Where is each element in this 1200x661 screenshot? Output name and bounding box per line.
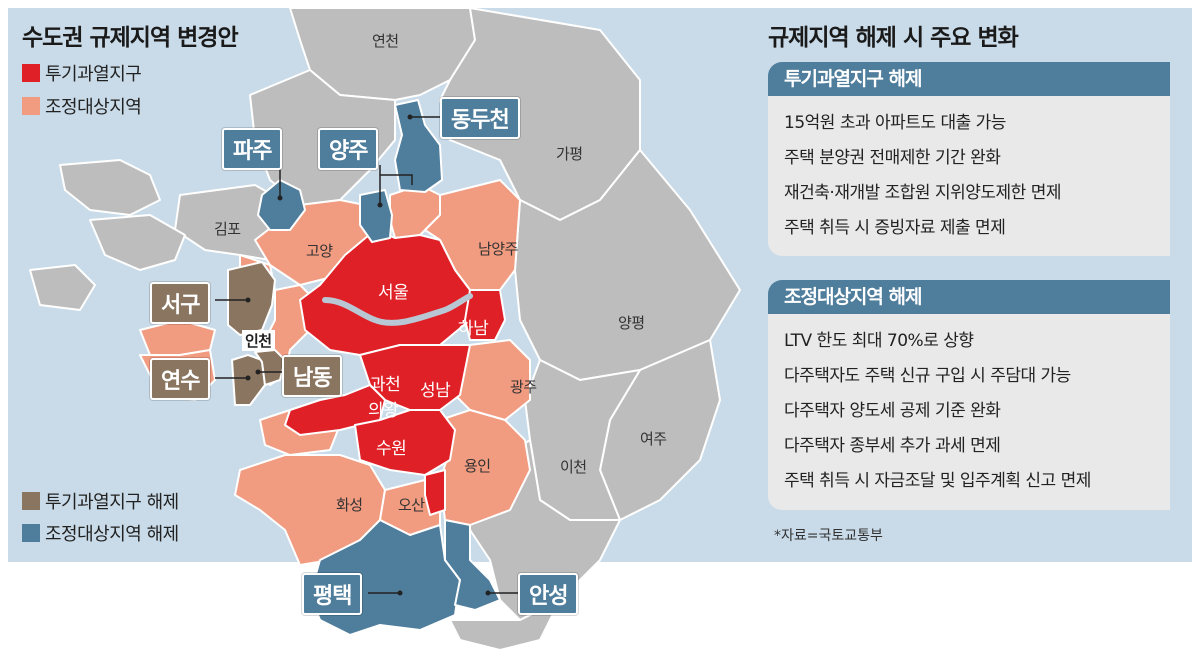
label-suwon: 수원 xyxy=(376,439,407,459)
legend-speculative-lifted-swatch xyxy=(22,492,40,510)
boxed-label-pyeongtaek: 평택 xyxy=(302,573,363,615)
section-item: 15억원 초과 아파트도 대출 가능 xyxy=(784,113,1006,133)
region-incheon-south xyxy=(139,319,216,356)
label-namyangju: 남양주 xyxy=(478,240,518,258)
section-item: 다주택자도 주택 신규 구입 시 주담대 가능 xyxy=(784,366,1071,386)
legend-adjustment-swatch xyxy=(22,97,40,115)
label-yangpyeong: 양평 xyxy=(618,314,645,332)
boxed-label-yangju: 양주 xyxy=(318,128,379,170)
boxed-label-dongducheon: 동두천 xyxy=(440,97,520,139)
boxed-label-namdong: 남동 xyxy=(282,355,343,397)
legend-adjustment-lifted-label: 조정대상지역 해제 xyxy=(45,524,179,545)
section-item: 주택 취득 시 증빙자료 제출 면제 xyxy=(784,218,1006,238)
label-gapyeong: 가평 xyxy=(556,145,583,163)
label-hwaseong: 화성 xyxy=(336,496,363,514)
legend-adjustment: 조정대상지역 xyxy=(22,93,142,119)
leader-dot-dongducheon xyxy=(407,114,413,120)
boxed-label-seogu: 서구 xyxy=(150,282,211,324)
label-icheon: 이천 xyxy=(560,458,587,476)
region-island-sw xyxy=(29,264,96,311)
section-body-adjustment-lift: LTV 한도 최대 70%로 상향 다주택자도 주택 신규 구입 시 주담대 가… xyxy=(768,314,1170,510)
legend-speculative: 투기과열지구 xyxy=(22,60,142,86)
boxed-label-anseong: 안성 xyxy=(518,573,579,615)
region-seoul xyxy=(299,229,471,356)
leader-dot-yeonsu xyxy=(245,375,251,381)
region-island-west xyxy=(59,159,161,216)
label-gwangju: 광주 xyxy=(510,378,537,396)
region-suwon-south xyxy=(424,469,446,516)
leader-yangju-2 xyxy=(380,174,413,185)
legend-speculative-lifted: 투기과열지구 해제 xyxy=(22,488,179,514)
section-item: 다주택자 종부세 추가 과세 면제 xyxy=(784,436,1001,456)
map-title: 수도권 규제지역 변경안 xyxy=(22,25,239,51)
label-hanam: 하남 xyxy=(458,319,489,339)
leader-dot-namdong xyxy=(255,369,261,375)
legend-adjustment-label: 조정대상지역 xyxy=(45,97,142,118)
label-yeoju: 여주 xyxy=(640,430,667,448)
legend-speculative-swatch xyxy=(22,64,40,82)
section-item: 다주택자 양도세 공제 기준 완화 xyxy=(784,401,1001,421)
label-osan: 오산 xyxy=(398,496,425,514)
region-yangju-lifted xyxy=(359,189,393,243)
region-paju-lifted xyxy=(257,179,306,231)
legend-speculative-label: 투기과열지구 xyxy=(45,64,142,85)
label-seongnam: 성남 xyxy=(420,381,451,401)
legend-adjustment-lifted-swatch xyxy=(22,524,40,542)
legend-adjustment-lifted: 조정대상지역 해제 xyxy=(22,520,179,546)
panel-title: 규제지역 해제 시 주요 변화 xyxy=(768,25,1019,51)
boxed-label-paju: 파주 xyxy=(222,128,283,170)
section-item: LTV 한도 최대 70%로 상향 xyxy=(784,331,974,351)
region-incheon-seogu xyxy=(227,261,276,336)
legend-speculative-lifted-label: 투기과열지구 해제 xyxy=(45,492,179,513)
region-suwon xyxy=(354,409,456,476)
section-heading-adjustment-lift: 조정대상지역 해제 xyxy=(768,280,1170,314)
leader-dot-pyeongtaek xyxy=(397,590,403,596)
source-note: *자료=국토교통부 xyxy=(774,528,883,544)
region-anseong-lifted xyxy=(444,519,501,611)
label-goyang: 고양 xyxy=(306,242,333,260)
label-seoul: 서울 xyxy=(378,283,409,303)
leader-dot-paju xyxy=(277,195,283,201)
region-incheon-namdong xyxy=(254,349,286,386)
han-river xyxy=(322,293,473,326)
label-yeoncheon: 연천 xyxy=(372,32,399,50)
label-incheon: 인천 xyxy=(242,330,275,351)
region-island-west-2 xyxy=(89,214,186,271)
boxed-label-yeonsu: 연수 xyxy=(150,358,211,400)
region-south-edge xyxy=(449,599,561,651)
leader-dot-anseong xyxy=(485,590,491,596)
section-item: 재건축·재개발 조합원 지위양도제한 면제 xyxy=(784,183,1062,203)
leader-dot-yangju xyxy=(377,202,383,208)
label-gimpo: 김포 xyxy=(214,220,241,238)
section-item: 주택 분양권 전매제한 기간 완화 xyxy=(784,148,1001,168)
leader-dot-seogu xyxy=(245,297,251,303)
label-gwacheon: 과천 xyxy=(370,375,401,395)
section-item: 주택 취득 시 자금조달 및 입주계획 신고 면제 xyxy=(784,471,1091,491)
region-hanam xyxy=(464,289,506,341)
section-heading-speculative-lift: 투기과열지구 해제 xyxy=(768,62,1170,96)
region-dongducheon-lifted xyxy=(394,99,443,193)
label-uiwang: 의왕 xyxy=(368,401,399,421)
section-body-speculative-lift: 15억원 초과 아파트도 대출 가능 주택 분양권 전매제한 기간 완화 재건축… xyxy=(768,96,1170,256)
label-yongin: 용인 xyxy=(464,457,491,475)
